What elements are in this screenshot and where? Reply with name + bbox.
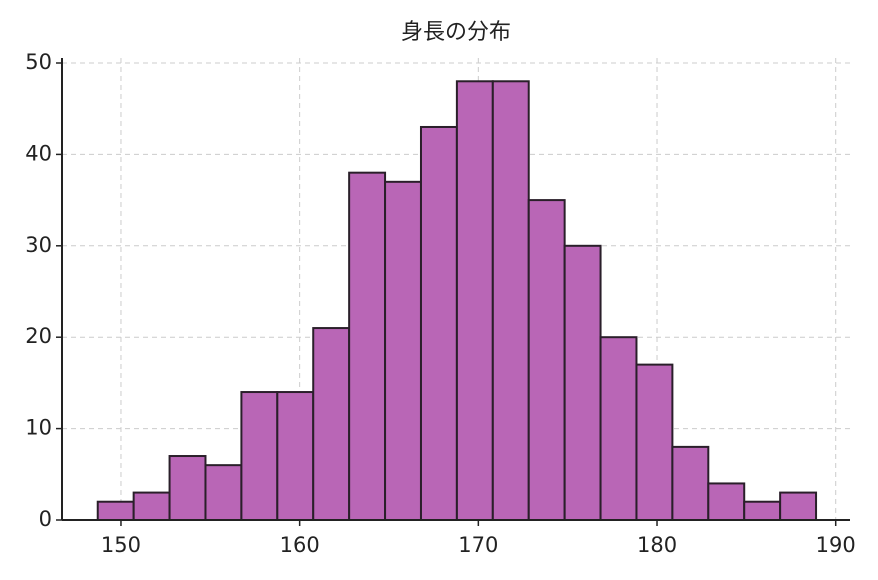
bar (707, 482, 746, 522)
bar (132, 491, 171, 521)
x-tick-label: 190 (816, 533, 856, 557)
y-tick-label: 0 (39, 507, 52, 531)
chart-title: 身長の分布 (401, 20, 511, 45)
y-tick-label: 50 (25, 50, 52, 74)
x-tick-label: 180 (637, 533, 677, 557)
bar (671, 445, 710, 522)
bar (455, 80, 494, 521)
x-tick-label: 150 (101, 533, 141, 557)
bar (96, 500, 135, 522)
bar (240, 391, 279, 522)
x-tick-label: 160 (280, 533, 320, 557)
bar (779, 491, 818, 521)
bar (384, 180, 422, 521)
bar (743, 500, 782, 522)
bar (419, 125, 458, 521)
bar (276, 391, 315, 522)
bar (348, 171, 387, 521)
bar (491, 80, 530, 521)
bar (527, 199, 566, 521)
bar (563, 244, 602, 522)
x-tick-label: 170 (458, 533, 498, 557)
y-tick-label: 20 (25, 324, 52, 348)
y-tick-label: 10 (25, 416, 52, 440)
y-tick-label: 30 (25, 233, 52, 257)
bar (204, 464, 243, 522)
bar (168, 455, 207, 521)
y-tick-label: 40 (25, 141, 52, 165)
bar (312, 327, 351, 521)
bar (599, 336, 638, 522)
bar (635, 363, 674, 521)
